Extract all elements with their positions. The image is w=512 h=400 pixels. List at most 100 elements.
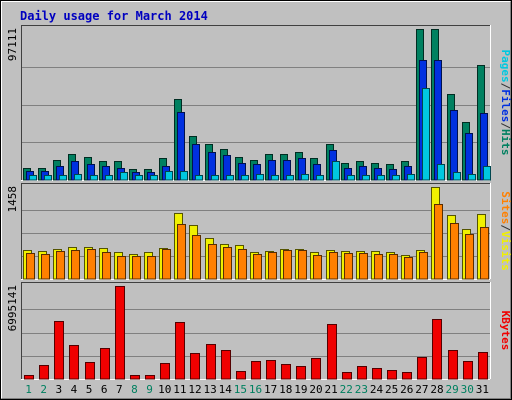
bar-sites-27 xyxy=(419,252,428,280)
bar-kbytes-28 xyxy=(432,319,442,380)
x-tick-label: 25 xyxy=(385,383,398,396)
bar-kbytes-17 xyxy=(266,360,276,380)
x-tick-label: 13 xyxy=(203,383,216,396)
bar-pages-8 xyxy=(135,175,143,181)
panel-visits-sites: 1458 Sites/Visits xyxy=(6,183,512,280)
x-tick-label: 15 xyxy=(234,383,247,396)
legend-entry: Pages xyxy=(499,50,512,83)
bar-kbytes-6 xyxy=(100,348,110,380)
bar-sites-1 xyxy=(26,253,35,280)
legend-entry: KBytes xyxy=(499,311,512,351)
bar-kbytes-19 xyxy=(296,366,306,380)
bar-pages-2 xyxy=(44,175,52,181)
series-kbytes xyxy=(24,286,488,380)
legend-entry: Sites xyxy=(499,191,512,224)
bar-pages-6 xyxy=(105,175,113,181)
x-tick-label: 28 xyxy=(430,383,443,396)
bar-pages-27 xyxy=(422,88,430,181)
x-axis-labels: 1 2 3 4 5 6 7 8 9 10 11 12 13 14 15 16 17 18 19 20 21 22 23 24 2… xyxy=(25,383,489,396)
series-pages xyxy=(29,88,491,181)
bar-sites-10 xyxy=(162,249,171,280)
bar-pages-14 xyxy=(226,175,234,181)
bar-files-12 xyxy=(192,144,200,181)
bar-sites-23 xyxy=(359,253,368,280)
bar-sites-11 xyxy=(177,224,186,280)
bar-kbytes-14 xyxy=(221,350,231,380)
x-tick-label: 2 xyxy=(40,383,47,396)
bar-pages-24 xyxy=(377,175,385,181)
bar-kbytes-24 xyxy=(372,368,382,380)
bar-sites-14 xyxy=(223,247,232,280)
bar-kbytes-16 xyxy=(251,361,261,380)
bar-files-28 xyxy=(434,60,442,181)
x-tick-label: 6 xyxy=(101,383,108,396)
bar-kbytes-27 xyxy=(417,357,427,380)
bar-sites-26 xyxy=(404,257,413,280)
bar-kbytes-5 xyxy=(85,362,95,380)
bar-kbytes-21 xyxy=(327,324,337,380)
bar-pages-31 xyxy=(483,166,491,181)
bar-pages-30 xyxy=(468,174,476,181)
bar-sites-15 xyxy=(238,249,247,280)
bar-sites-3 xyxy=(56,251,65,280)
bar-files-30 xyxy=(465,133,473,181)
bar-kbytes-1 xyxy=(24,375,34,380)
legend-entry: Files xyxy=(499,89,512,122)
x-tick-label: 5 xyxy=(86,383,93,396)
bar-sites-25 xyxy=(389,254,398,280)
bar-sites-8 xyxy=(132,256,141,280)
bar-sites-13 xyxy=(208,244,217,280)
bar-pages-19 xyxy=(301,174,309,181)
bar-pages-16 xyxy=(256,174,264,181)
x-tick-label: 8 xyxy=(131,383,138,396)
bar-pages-25 xyxy=(392,175,400,181)
x-tick-label: 3 xyxy=(56,383,63,396)
x-tick-label: 14 xyxy=(219,383,233,396)
x-tick-label: 4 xyxy=(71,383,78,396)
bar-pages-28 xyxy=(437,164,445,181)
bar-kbytes-12 xyxy=(190,353,200,380)
bar-kbytes-7 xyxy=(115,286,125,380)
panel-kbytes: 6995141 KBytes xyxy=(6,282,512,380)
bar-sites-31 xyxy=(480,227,489,280)
bar-pages-4 xyxy=(74,174,82,181)
bar-sites-21 xyxy=(329,252,338,280)
bar-sites-6 xyxy=(102,252,111,280)
x-tick-label: 11 xyxy=(173,383,186,396)
bar-kbytes-15 xyxy=(236,371,246,380)
x-tick-label: 9 xyxy=(146,383,153,396)
bar-kbytes-18 xyxy=(281,364,291,380)
bar-pages-1 xyxy=(29,175,37,181)
bar-pages-23 xyxy=(362,175,370,181)
y-max-label: 6995141 xyxy=(6,285,19,331)
bar-kbytes-10 xyxy=(160,363,170,380)
bar-pages-20 xyxy=(316,175,324,181)
bar-pages-26 xyxy=(407,174,415,181)
bar-kbytes-11 xyxy=(175,322,185,380)
bar-pages-17 xyxy=(271,175,279,181)
bar-sites-20 xyxy=(313,255,322,280)
bar-kbytes-25 xyxy=(387,370,397,380)
bar-pages-5 xyxy=(90,175,98,181)
y-max-label: 97111 xyxy=(6,28,19,61)
x-tick-label: 27 xyxy=(415,383,428,396)
legend-entry: / xyxy=(499,224,512,231)
legend-hits-files-pages: Pages/Files/Hits xyxy=(499,50,512,156)
bar-sites-4 xyxy=(71,250,80,280)
bar-sites-29 xyxy=(450,223,459,280)
legend-entry: Visits xyxy=(499,231,512,271)
x-tick-label: 31 xyxy=(476,383,489,396)
bar-pages-11 xyxy=(180,171,188,181)
x-tick-label: 22 xyxy=(340,383,353,396)
legend-entry: / xyxy=(499,122,512,129)
x-tick-label: 29 xyxy=(446,383,459,396)
bar-pages-10 xyxy=(165,171,173,181)
bar-kbytes-26 xyxy=(402,372,412,380)
x-tick-label: 19 xyxy=(294,383,307,396)
bar-sites-22 xyxy=(344,253,353,280)
